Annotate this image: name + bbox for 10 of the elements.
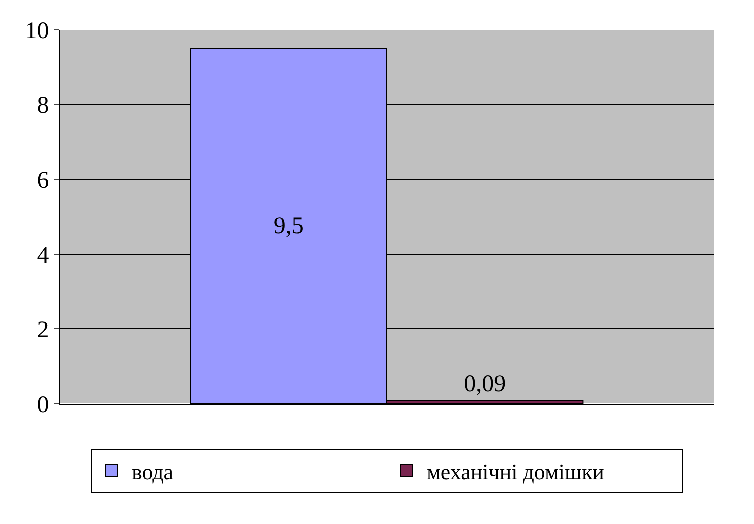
y-tick-label: 0 xyxy=(37,392,50,418)
data-label: 0,09 xyxy=(464,372,506,398)
legend-label: вода xyxy=(132,459,174,484)
y-tick-label: 6 xyxy=(37,168,50,194)
y-tick-label: 10 xyxy=(25,18,50,44)
y-tick-label: 2 xyxy=(37,318,50,344)
legend-label: механічні домішки xyxy=(427,459,605,484)
y-tick-label: 4 xyxy=(37,242,50,269)
data-label: 9,5 xyxy=(274,213,304,240)
y-tick-label: 8 xyxy=(37,93,50,120)
